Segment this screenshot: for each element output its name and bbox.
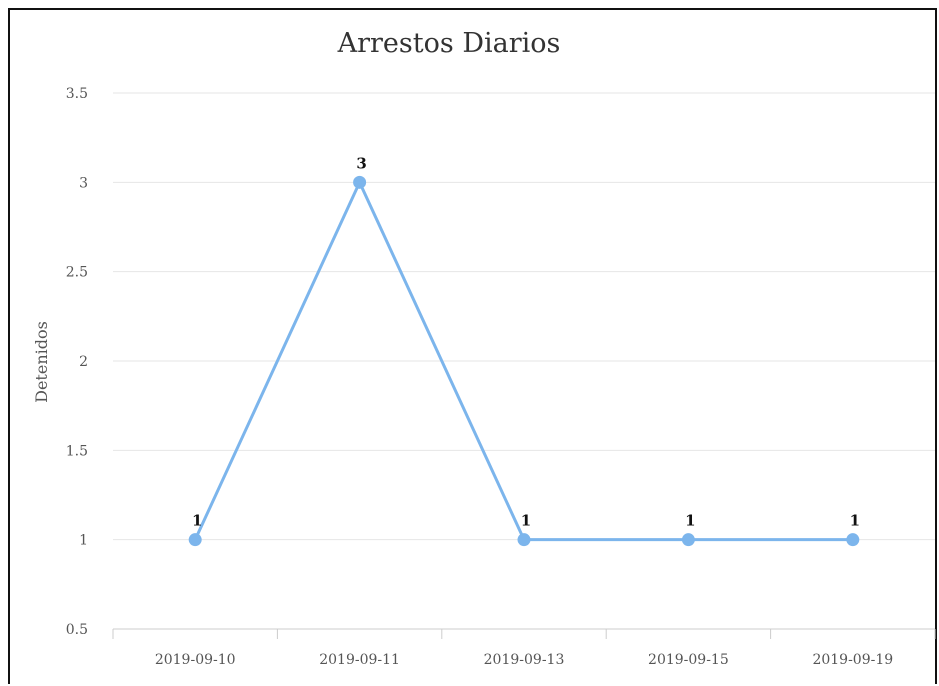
data-label: 3 (356, 154, 366, 172)
y-axis-ticks: 0.5 1 1.5 2 2.5 3 3.5 (66, 86, 88, 638)
y-tick-label: 0.5 (66, 622, 88, 638)
x-axis (112, 628, 936, 639)
x-tick-label: 2019-09-19 (812, 652, 893, 668)
data-label: 1 (850, 512, 860, 530)
gridlines (113, 92, 935, 541)
data-label: 1 (685, 512, 695, 530)
data-point (353, 175, 367, 189)
data-point (846, 533, 860, 547)
y-tick-label: 2.5 (66, 265, 88, 281)
chart-frame (8, 8, 937, 684)
data-point (681, 533, 695, 547)
y-tick-label: 1 (79, 533, 88, 549)
x-tick-label: 2019-09-15 (648, 652, 729, 668)
x-tick-label: 2019-09-13 (484, 652, 565, 668)
data-label: 1 (521, 512, 531, 530)
data-point (188, 533, 202, 547)
y-tick-label: 1.5 (66, 443, 88, 459)
x-tick-label: 2019-09-11 (319, 652, 400, 668)
y-axis-label: Detenidos (32, 321, 51, 403)
data-labels: 1 3 1 1 1 (192, 154, 860, 529)
data-label: 1 (192, 512, 202, 530)
y-tick-label: 3 (79, 175, 88, 191)
x-axis-ticks: 2019-09-10 2019-09-11 2019-09-13 2019-09-15… (155, 652, 893, 668)
y-tick-label: 3.5 (66, 86, 88, 102)
chart-title: Arrestos Diarios (337, 28, 561, 59)
x-tick-label: 2019-09-10 (155, 652, 236, 668)
y-tick-label: 2 (79, 354, 88, 370)
data-point (517, 533, 531, 547)
data-points (188, 175, 860, 547)
